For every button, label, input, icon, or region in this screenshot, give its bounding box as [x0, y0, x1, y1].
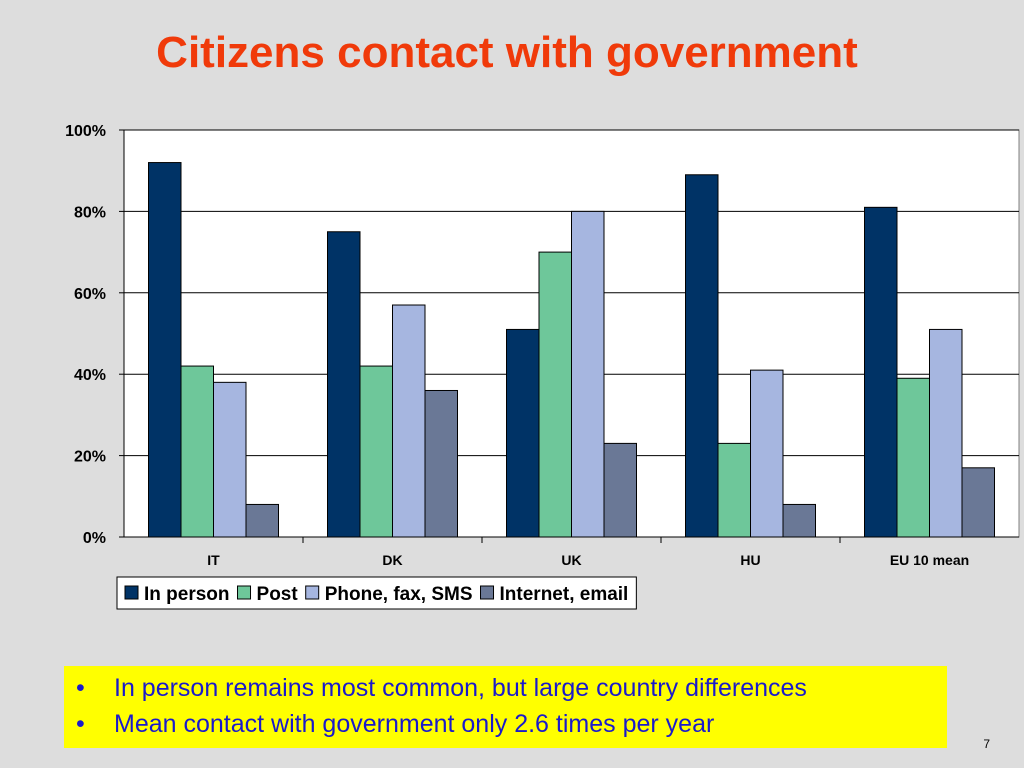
bar — [392, 304, 426, 538]
y-tick-label: 100% — [65, 123, 106, 140]
y-tick-label: 20% — [74, 449, 106, 466]
bar — [148, 162, 182, 538]
slide-title: Citizens contact with government — [156, 28, 858, 77]
bar — [359, 365, 393, 538]
x-tick-label: HU — [740, 552, 760, 568]
bar — [180, 365, 214, 538]
legend-label: Internet, email — [500, 584, 629, 605]
bullet-text: In person remains most common, but large… — [114, 674, 807, 702]
bar — [538, 251, 572, 538]
bar — [864, 206, 898, 538]
bar — [961, 467, 995, 538]
x-tick-label: DK — [382, 552, 402, 568]
legend-swatch — [480, 585, 495, 600]
page-number: 7 — [983, 737, 990, 751]
bullet-text: Mean contact with government only 2.6 ti… — [114, 710, 715, 738]
bar — [327, 231, 361, 538]
legend-swatch — [124, 585, 139, 600]
bullet-dot: • — [76, 674, 85, 702]
bullet-dot: • — [76, 710, 85, 738]
y-tick-label: 80% — [74, 204, 106, 221]
bullet-box: • In person remains most common, but lar… — [64, 666, 947, 748]
bar — [929, 328, 963, 538]
bar — [571, 210, 605, 538]
y-tick-label: 60% — [74, 286, 106, 303]
legend-label: Phone, fax, SMS — [325, 584, 473, 605]
legend-swatch — [305, 585, 320, 600]
bar — [245, 503, 279, 538]
x-tick-label: EU 10 mean — [890, 552, 969, 568]
legend-label: In person — [144, 584, 230, 605]
y-tick-label: 40% — [74, 367, 106, 384]
x-tick-label: UK — [561, 552, 581, 568]
legend-swatch — [237, 585, 252, 600]
bar — [213, 381, 247, 538]
bar — [506, 328, 540, 538]
bar — [896, 377, 930, 538]
bar — [424, 389, 458, 538]
bar — [685, 174, 719, 538]
y-tick-label: 0% — [83, 530, 106, 547]
bar — [750, 369, 784, 538]
bar — [603, 442, 637, 538]
x-tick-label: IT — [207, 552, 220, 568]
bar — [717, 442, 751, 538]
legend-box — [116, 576, 637, 610]
bullet-item: • Mean contact with government only 2.6 … — [76, 706, 947, 742]
bar-chart: 0% 20% 40% 60% 80% 100% IT DK UK HU EU 10 mean In p… — [65, 123, 1020, 610]
bullet-item: • In person remains most common, but lar… — [76, 670, 947, 706]
legend-label: Post — [257, 584, 299, 605]
bar — [782, 503, 816, 538]
